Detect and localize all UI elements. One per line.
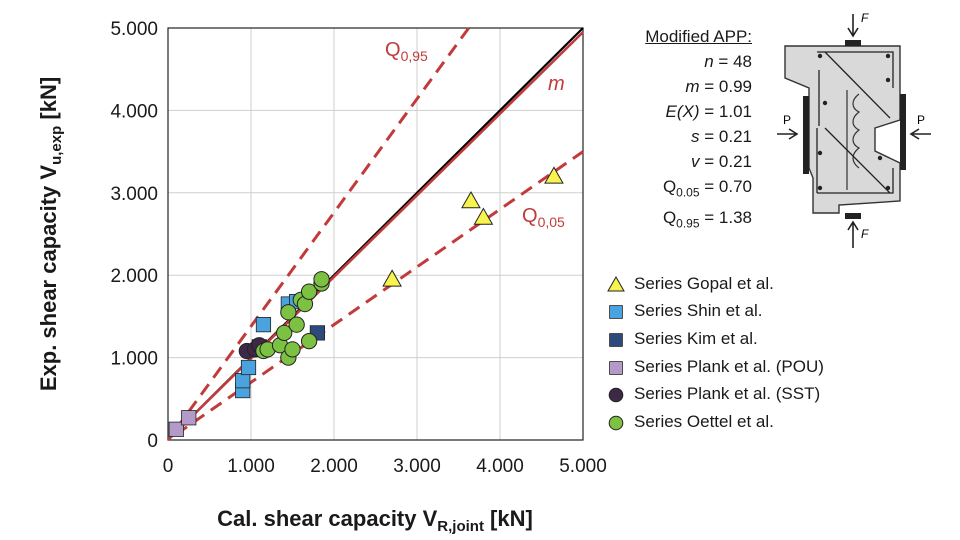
reinforcement xyxy=(816,51,894,194)
legend-label: Series Plank et al. (POU) xyxy=(634,356,824,376)
y-tick-label: 5.000 xyxy=(110,19,158,40)
x-tick-label: 2.000 xyxy=(310,456,358,477)
data-point xyxy=(284,341,301,358)
data-point xyxy=(168,421,184,437)
rebar-dots xyxy=(817,53,891,191)
legend-marker xyxy=(609,333,623,347)
legend-item: Series Plank et al. (SST) xyxy=(606,380,824,408)
load-plate-right xyxy=(900,94,906,170)
data-point xyxy=(288,316,305,333)
data-point xyxy=(235,373,251,389)
data-point xyxy=(255,317,272,333)
legend-marker xyxy=(609,360,623,375)
legend-label: Series Gopal et al. xyxy=(634,273,774,293)
data-point xyxy=(313,271,330,288)
x-tick-labels: 0 1.000 2.000 3.000 4.000 5.000 xyxy=(163,456,607,477)
joint-specimen-diagram: F F P P xyxy=(777,11,931,248)
stats-row: m = 0.99 xyxy=(685,77,752,96)
legend-label: Series Plank et al. (SST) xyxy=(634,384,821,404)
force-arrows xyxy=(777,14,931,248)
line-label: Q0,05 xyxy=(522,205,565,230)
stats-title: Modified APP: xyxy=(645,27,752,46)
y-tick-label: 0 xyxy=(147,431,158,452)
legend-marker-shape xyxy=(609,305,623,320)
y-tick-label: 3.000 xyxy=(110,184,158,205)
data-point xyxy=(280,304,297,321)
legend-marker-shape xyxy=(608,415,624,431)
joint-interface xyxy=(846,90,861,190)
legend-label: Series Oettel et al. xyxy=(634,411,774,431)
legend-marker xyxy=(609,305,623,320)
load-plate-top xyxy=(845,40,861,46)
line-labels: m Q0,95 Q0,05 xyxy=(385,39,565,230)
x-axis-title: Cal. shear capacity VR,joint [kN] xyxy=(217,506,533,535)
legend-marker-shape xyxy=(609,333,623,347)
x-tick-label: 3.000 xyxy=(393,456,441,477)
legend: Series Gopal et al. Series Shin et al. Ser… xyxy=(606,270,824,436)
x-tick-label: 5.000 xyxy=(559,456,607,477)
y-tick-label: 4.000 xyxy=(110,101,158,122)
force-label-right: P xyxy=(917,113,925,127)
stats-row: E(X) = 1.01 xyxy=(665,102,752,121)
data-points xyxy=(168,166,564,437)
legend-item: Series Plank et al. (POU) xyxy=(606,353,824,381)
x-tick-label: 0 xyxy=(163,456,174,477)
stats-row: s = 0.21 xyxy=(691,127,752,146)
y-axis-title: Exp. shear capacity Vu,exp [kN] xyxy=(36,77,65,391)
y-tick-label: 1.000 xyxy=(110,349,158,370)
legend-marker xyxy=(607,275,625,292)
data-point xyxy=(300,332,318,350)
y-tick-label: 2.000 xyxy=(110,266,158,287)
force-label-bottom: F xyxy=(861,227,869,241)
data-point xyxy=(544,166,564,184)
force-label-left: P xyxy=(783,113,791,127)
reference-line-q095 xyxy=(175,27,470,430)
data-point xyxy=(382,269,402,287)
stats-row: Q0.95 = 1.38 xyxy=(662,208,752,231)
legend-marker-shape xyxy=(609,360,623,375)
plot-frame xyxy=(167,27,584,441)
legend-label: Series Shin et al. xyxy=(634,301,763,321)
load-plate-bottom xyxy=(845,213,861,219)
legend-item: Series Gopal et al. xyxy=(606,270,824,298)
specimen-outline xyxy=(784,45,901,214)
line-label: Q0,95 xyxy=(385,39,428,64)
legend-marker xyxy=(608,415,624,431)
data-point xyxy=(473,207,494,225)
legend-item: Series Oettel et al. xyxy=(606,408,824,436)
data-point xyxy=(240,359,257,376)
stats-box: Modified APP: n = 48 m = 0.99 E(X) = 1.01 s… xyxy=(600,24,752,237)
legend-marker-shape xyxy=(608,387,624,403)
reference-lines xyxy=(167,27,584,441)
y-tick-labels: 0 1.000 2.000 3.000 4.000 5.000 xyxy=(110,19,158,452)
x-tick-label: 4.000 xyxy=(476,456,524,477)
legend-label: Series Kim et al. xyxy=(634,328,758,348)
x-tick-label: 1.000 xyxy=(227,456,275,477)
line-label: m xyxy=(548,73,565,95)
load-plate-left xyxy=(803,96,809,174)
force-label-top: F xyxy=(861,11,869,25)
stats-row: v = 0.21 xyxy=(691,152,752,171)
legend-marker xyxy=(608,387,624,403)
stats-row: Q0.05 = 0.70 xyxy=(662,177,752,200)
data-point xyxy=(181,410,197,426)
stats-row: n = 48 xyxy=(704,52,752,71)
legend-item: Series Shin et al. xyxy=(606,298,824,326)
reference-line-m xyxy=(167,31,584,441)
data-point xyxy=(276,324,293,342)
stats-rows: n = 48 m = 0.99 E(X) = 1.01 s = 0.21 v = 0.2… xyxy=(600,49,752,237)
legend-marker-shape xyxy=(607,275,625,292)
data-point xyxy=(300,283,318,300)
data-point xyxy=(461,191,481,209)
legend-item: Series Kim et al. xyxy=(606,325,824,353)
